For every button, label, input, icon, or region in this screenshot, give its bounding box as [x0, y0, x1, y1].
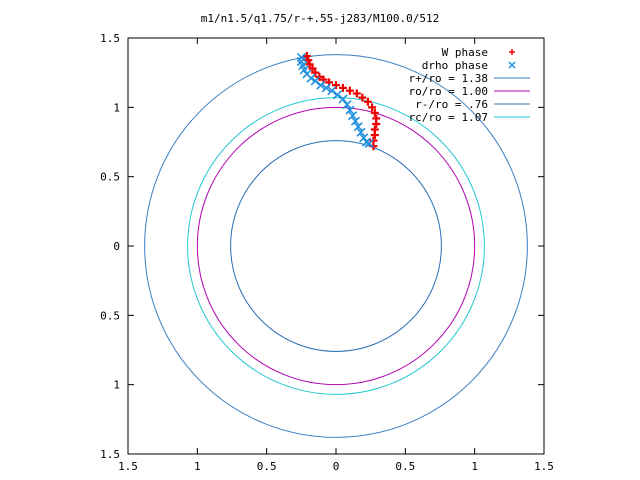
- series-1-point-16: [353, 122, 363, 132]
- series-1-point-8: [321, 83, 331, 93]
- series-1-point-3: [299, 65, 309, 75]
- series-0-point-9: [338, 83, 347, 92]
- series-0-point-2: [305, 60, 314, 69]
- legend-marker-series-0: [509, 49, 515, 55]
- series-1-point-19: [361, 137, 372, 147]
- x-tick-label-0: 1.5: [118, 460, 138, 473]
- legend-label-circle-3: rc/ro = 1.07: [409, 111, 488, 124]
- y-tick-label-1: 1: [113, 101, 120, 114]
- series-1-point-10: [332, 90, 342, 100]
- series-1-point-15: [350, 116, 360, 126]
- series-0-point-0: [302, 52, 311, 61]
- circle-1: [196, 106, 476, 386]
- series-1-point-7: [316, 80, 326, 90]
- chart-title: m1/n1.5/q1.75/r-+.55-j283/M100.0/512: [201, 12, 439, 25]
- series-0-point-8: [332, 81, 340, 90]
- series-0-point-15: [370, 108, 379, 117]
- series-0-point-5: [315, 72, 324, 81]
- series-0-point-17: [372, 119, 381, 128]
- axis-ticks: [127, 37, 545, 455]
- axis-tick-labels: 1.5 1 0.5 0 0.5 1 1.51.510.500.511.5: [100, 32, 554, 473]
- series-0-point-12: [358, 93, 367, 102]
- legend-marker-series-1: [508, 61, 516, 69]
- series-1-point-9: [327, 86, 337, 96]
- x-tick-label-5: 1: [471, 460, 478, 473]
- series-1-point-12: [342, 99, 352, 110]
- series-0-point-14: [368, 103, 377, 112]
- x-tick-label-6: 1.5: [534, 460, 554, 473]
- series-1-point-20: [364, 138, 374, 148]
- series-0-point-3: [308, 64, 317, 73]
- x-tick-label-2: 0.5: [257, 460, 277, 473]
- series-1-point-5: [306, 73, 316, 83]
- legend-label-circle-2: r-/ro = .76: [415, 98, 488, 111]
- circle-2: [230, 140, 442, 352]
- y-tick-label-3: 0: [113, 240, 120, 253]
- series-1-point-13: [345, 105, 355, 115]
- y-tick-label-0: 1.5: [100, 32, 120, 45]
- series-0-point-19: [370, 131, 379, 140]
- series-1-point-14: [348, 111, 358, 121]
- circle-3: [187, 97, 485, 395]
- y-tick-label-5: 1: [113, 379, 120, 392]
- reference-circles: [144, 54, 528, 438]
- series-1-point-0: [296, 52, 306, 62]
- series-0-point-4: [311, 68, 320, 77]
- series-1-point-11: [338, 94, 348, 104]
- series-0-point-1: [304, 56, 313, 65]
- x-tick-label-4: 0.5: [395, 460, 415, 473]
- legend-label-circle-0: r+/ro = 1.38: [409, 72, 488, 85]
- x-tick-label-1: 1: [194, 460, 201, 473]
- series-0-point-11: [352, 89, 361, 98]
- circle-0: [144, 54, 528, 438]
- legend-label-series-1: drho phase: [422, 59, 488, 72]
- y-tick-label-4: 0.5: [100, 309, 120, 322]
- y-tick-label-6: 1.5: [100, 448, 120, 461]
- phase-points: [296, 52, 381, 151]
- x-tick-label-3: 0: [333, 460, 340, 473]
- series-0-point-21: [369, 142, 378, 151]
- series-0-point-13: [363, 97, 372, 106]
- series-1-point-6: [310, 76, 320, 86]
- legend-label-series-0: W phase: [442, 46, 488, 59]
- legend-label-circle-1: ro/ro = 1.00: [409, 85, 488, 98]
- y-tick-label-2: 0.5: [100, 171, 120, 184]
- series-1-point-17: [356, 127, 366, 137]
- series-0-point-10: [345, 86, 354, 95]
